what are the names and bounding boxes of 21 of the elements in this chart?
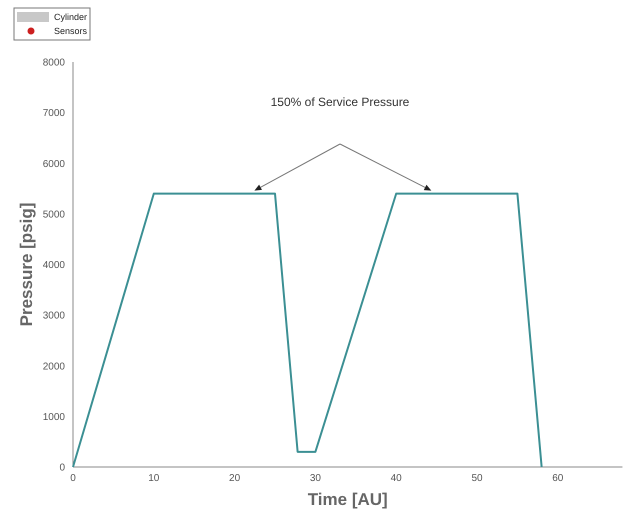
x-tick-label: 50 (471, 473, 483, 484)
x-tick-label: 0 (70, 473, 76, 484)
x-tick-label: 10 (148, 473, 160, 484)
x-tick-label: 30 (310, 473, 322, 484)
y-tick-label: 5000 (42, 209, 66, 220)
y-tick-label: 0 (59, 462, 66, 474)
legend-label: Cylinder (54, 12, 87, 22)
x-axis-title: Time [AU] (308, 490, 388, 509)
y-axis-title: Pressure [psig] (17, 202, 36, 326)
x-tick-label: 20 (229, 473, 241, 484)
y-tick-label: 8000 (42, 58, 66, 68)
legend-label: Sensors (54, 26, 88, 36)
annotation: 150% of Service Pressure (270, 95, 410, 109)
x-tick-label: 60 (552, 473, 564, 484)
y-tick-label: 4000 (42, 260, 66, 271)
x-tick-label: 40 (390, 473, 402, 484)
y-tick-label: 1000 (42, 412, 66, 423)
y-tick-label: 3000 (42, 310, 66, 322)
y-tick-label: 7000 (42, 108, 66, 120)
y-tick-label: 6000 (42, 158, 66, 170)
y-tick-label: 2000 (42, 361, 66, 372)
